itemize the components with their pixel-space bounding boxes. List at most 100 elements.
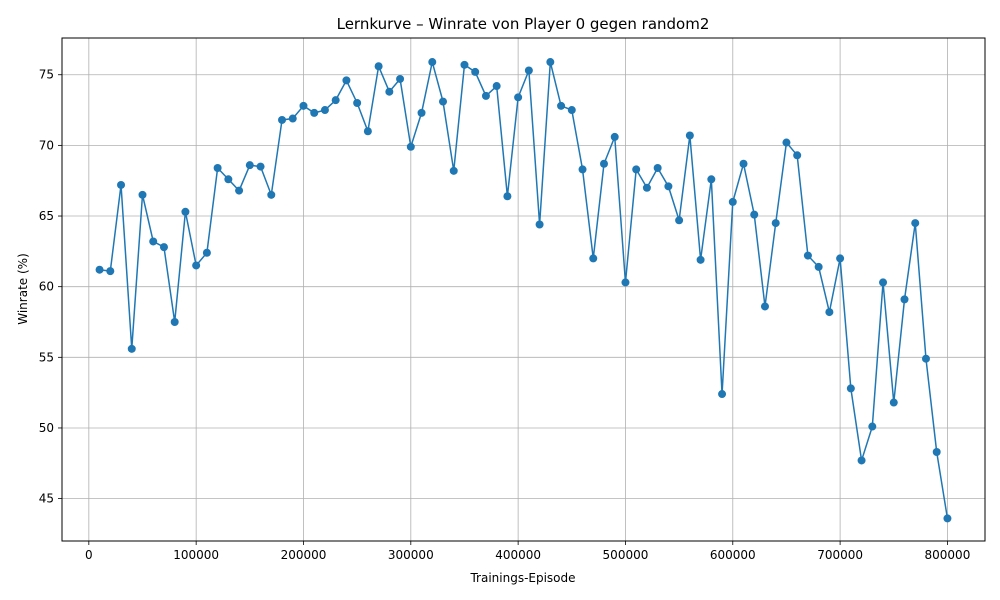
data-point bbox=[599, 159, 608, 168]
data-point bbox=[793, 151, 802, 160]
series-layer bbox=[95, 58, 952, 523]
data-point bbox=[385, 87, 394, 96]
x-tick-label: 500000 bbox=[603, 548, 649, 562]
plot-frame bbox=[61, 37, 986, 542]
x-tick-label: 0 bbox=[85, 548, 93, 562]
data-point bbox=[782, 138, 791, 147]
x-tick-label: 700000 bbox=[817, 548, 863, 562]
data-point bbox=[943, 514, 952, 523]
data-point bbox=[460, 60, 469, 69]
data-point bbox=[95, 265, 104, 274]
data-point bbox=[632, 165, 641, 174]
data-point bbox=[353, 98, 362, 107]
y-tick-label: 75 bbox=[39, 68, 54, 82]
data-point bbox=[224, 175, 233, 184]
data-point bbox=[503, 192, 512, 201]
data-point bbox=[428, 58, 437, 67]
data-point bbox=[149, 237, 158, 246]
data-point bbox=[825, 308, 834, 317]
data-point bbox=[299, 101, 308, 110]
data-point bbox=[202, 248, 211, 257]
y-tick-label: 65 bbox=[39, 209, 54, 223]
y-tick-label: 55 bbox=[39, 350, 54, 364]
chart-title: Lernkurve – Winrate von Player 0 gegen r… bbox=[337, 15, 710, 33]
data-point bbox=[524, 66, 533, 75]
data-point bbox=[653, 163, 662, 172]
data-point bbox=[900, 295, 909, 304]
data-point bbox=[589, 254, 598, 263]
data-point bbox=[471, 67, 480, 76]
data-point bbox=[642, 183, 651, 192]
data-point bbox=[245, 161, 254, 170]
data-point bbox=[192, 261, 201, 270]
data-point bbox=[868, 422, 877, 431]
data-point bbox=[889, 398, 898, 407]
data-point bbox=[578, 165, 587, 174]
data-point bbox=[567, 106, 576, 115]
x-tick-label: 400000 bbox=[495, 548, 541, 562]
data-point bbox=[610, 132, 619, 141]
data-point bbox=[879, 278, 888, 287]
data-point bbox=[320, 106, 329, 115]
data-point bbox=[911, 219, 920, 228]
data-point bbox=[557, 101, 566, 110]
y-tick-label: 70 bbox=[39, 138, 54, 152]
data-point bbox=[728, 197, 737, 206]
data-point bbox=[159, 243, 168, 252]
data-point bbox=[170, 317, 179, 326]
series-line bbox=[99, 61, 949, 519]
data-point bbox=[181, 207, 190, 216]
data-point bbox=[342, 76, 351, 85]
data-point bbox=[535, 220, 544, 229]
data-point bbox=[836, 254, 845, 263]
data-point bbox=[921, 354, 930, 363]
y-tick-label: 60 bbox=[39, 280, 54, 294]
x-tick-label: 800000 bbox=[925, 548, 971, 562]
data-point bbox=[803, 251, 812, 260]
x-axis-label: Trainings-Episode bbox=[469, 571, 575, 585]
data-point bbox=[406, 142, 415, 151]
data-point bbox=[718, 390, 727, 399]
x-tick-label: 600000 bbox=[710, 548, 756, 562]
data-point bbox=[481, 91, 490, 100]
grid bbox=[62, 38, 985, 541]
data-point bbox=[546, 58, 555, 67]
data-point bbox=[814, 262, 823, 271]
data-point bbox=[846, 384, 855, 393]
data-point bbox=[664, 182, 673, 191]
data-point bbox=[106, 267, 115, 276]
data-point bbox=[739, 159, 748, 168]
data-point bbox=[932, 447, 941, 456]
data-point bbox=[374, 62, 383, 71]
y-axis-label: Winrate (%) bbox=[16, 253, 30, 325]
data-point bbox=[213, 163, 222, 172]
data-point bbox=[117, 180, 126, 189]
data-point bbox=[278, 115, 287, 124]
y-tick-label: 45 bbox=[39, 492, 54, 506]
data-point bbox=[707, 175, 716, 184]
data-point bbox=[857, 456, 866, 465]
x-axis: 0 100000 200000 300000 400000 500000 600000 700… bbox=[85, 541, 970, 562]
data-point bbox=[396, 74, 405, 83]
data-point bbox=[685, 131, 694, 140]
x-tick-label: 300000 bbox=[388, 548, 434, 562]
data-point bbox=[331, 96, 340, 105]
x-tick-label: 200000 bbox=[281, 548, 327, 562]
y-axis: 45 50 55 60 65 70 75 bbox=[39, 68, 62, 506]
data-point bbox=[621, 278, 630, 287]
data-point bbox=[127, 344, 136, 353]
data-point bbox=[675, 216, 684, 225]
data-point bbox=[760, 302, 769, 311]
data-point bbox=[514, 93, 523, 102]
data-point bbox=[771, 219, 780, 228]
data-point bbox=[449, 166, 458, 175]
data-point bbox=[288, 114, 297, 123]
data-point bbox=[138, 190, 147, 199]
data-point bbox=[256, 162, 265, 171]
x-tick-label: 100000 bbox=[173, 548, 219, 562]
data-point bbox=[750, 210, 759, 219]
data-point bbox=[363, 127, 372, 136]
data-point bbox=[310, 108, 319, 117]
data-point bbox=[492, 82, 501, 91]
